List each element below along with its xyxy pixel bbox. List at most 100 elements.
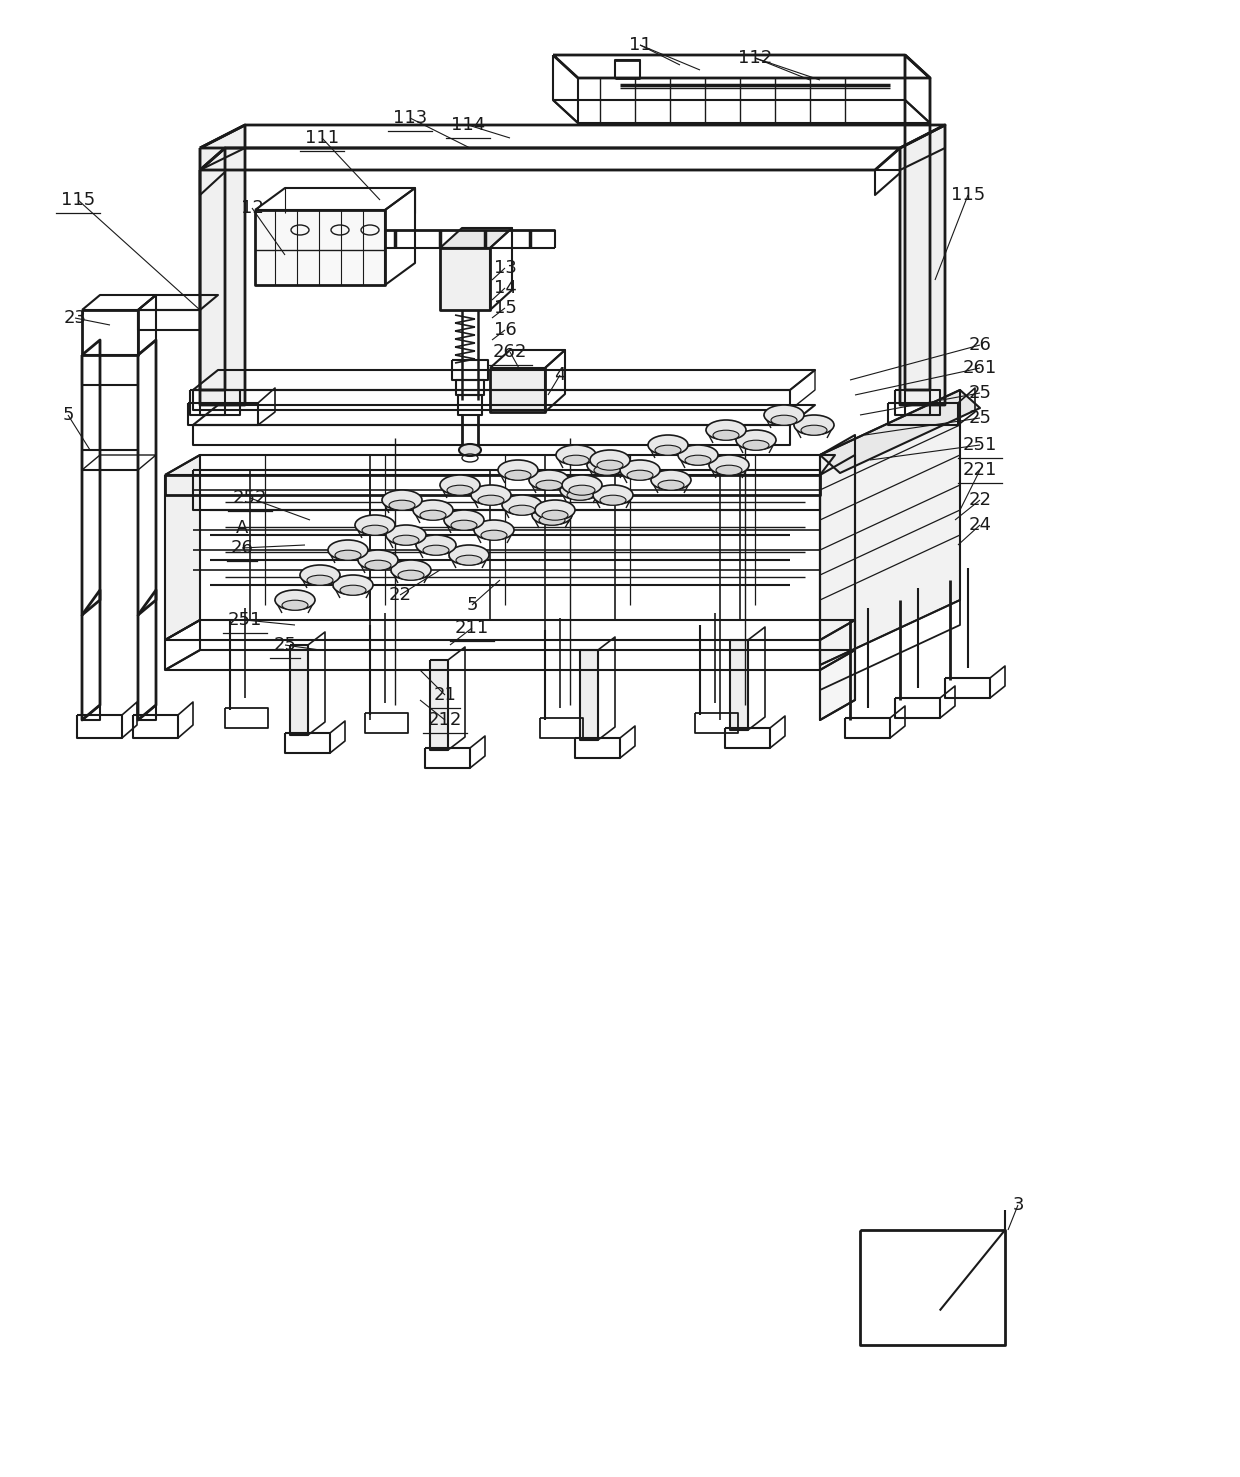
Text: 11: 11 [629,35,651,55]
Ellipse shape [590,450,630,470]
Ellipse shape [358,549,398,570]
Ellipse shape [474,520,515,541]
Polygon shape [165,455,200,640]
Ellipse shape [569,486,595,495]
Text: 25: 25 [968,384,992,402]
Text: 25: 25 [274,637,296,654]
Text: 5: 5 [62,406,73,424]
Ellipse shape [542,510,568,520]
Ellipse shape [444,510,484,530]
Ellipse shape [334,575,373,595]
Ellipse shape [389,501,415,510]
Ellipse shape [587,455,627,476]
Ellipse shape [534,501,575,520]
Text: 13: 13 [494,258,516,278]
Text: 251: 251 [962,436,997,453]
Ellipse shape [471,484,511,505]
Text: 115: 115 [61,191,95,210]
Ellipse shape [498,459,538,480]
Text: 12: 12 [241,199,263,217]
Ellipse shape [456,555,482,566]
Polygon shape [200,126,246,405]
Ellipse shape [449,545,489,566]
Polygon shape [900,126,945,405]
Ellipse shape [536,480,562,490]
Ellipse shape [386,524,427,545]
Polygon shape [490,368,546,412]
Text: 22: 22 [968,490,992,510]
Ellipse shape [801,425,827,436]
Polygon shape [820,390,960,665]
Ellipse shape [505,470,531,480]
Polygon shape [440,227,512,248]
Text: 5: 5 [466,597,477,614]
Ellipse shape [596,461,622,470]
Ellipse shape [649,436,688,455]
Ellipse shape [655,445,681,455]
Ellipse shape [335,551,361,560]
Text: 212: 212 [428,710,463,730]
Text: 14: 14 [494,279,516,297]
Ellipse shape [508,505,534,515]
Ellipse shape [600,495,626,505]
Ellipse shape [743,440,769,450]
Ellipse shape [398,570,424,580]
Ellipse shape [300,566,340,585]
Text: 113: 113 [393,109,427,127]
Ellipse shape [365,560,391,570]
Ellipse shape [706,419,746,440]
Ellipse shape [709,455,749,476]
Polygon shape [730,640,748,730]
Text: 3: 3 [1012,1196,1024,1214]
Ellipse shape [794,415,835,436]
Ellipse shape [393,535,419,545]
Ellipse shape [529,470,569,490]
Text: 262: 262 [492,343,527,360]
Text: 22: 22 [388,586,412,604]
Text: 15: 15 [494,298,516,318]
Ellipse shape [715,465,742,476]
Ellipse shape [459,445,481,456]
Ellipse shape [415,535,456,555]
Ellipse shape [593,484,632,505]
Ellipse shape [737,430,776,450]
Ellipse shape [391,560,432,580]
Polygon shape [440,248,490,310]
Ellipse shape [764,405,804,425]
Ellipse shape [562,476,601,495]
Ellipse shape [560,480,600,501]
Ellipse shape [329,541,368,560]
Ellipse shape [420,510,446,520]
Ellipse shape [275,589,315,610]
Text: 261: 261 [963,359,997,377]
Ellipse shape [382,490,422,510]
Ellipse shape [594,465,620,476]
Ellipse shape [627,470,653,480]
Text: 221: 221 [962,461,997,479]
Text: 26: 26 [968,335,992,354]
Ellipse shape [308,575,334,585]
Polygon shape [255,210,384,285]
Polygon shape [430,660,448,750]
Ellipse shape [413,501,453,520]
Ellipse shape [481,530,507,541]
Polygon shape [580,650,598,740]
Text: 115: 115 [951,186,985,204]
Ellipse shape [477,495,503,505]
Polygon shape [290,645,308,736]
Ellipse shape [340,585,366,595]
Polygon shape [820,436,856,719]
Ellipse shape [713,430,739,440]
Text: 16: 16 [494,321,516,340]
Polygon shape [820,390,980,473]
Text: 111: 111 [305,128,339,148]
Text: 24: 24 [968,515,992,535]
Text: A: A [236,518,248,538]
Ellipse shape [678,445,718,465]
Text: 25: 25 [968,409,992,427]
Ellipse shape [502,495,542,515]
Ellipse shape [658,480,684,490]
Ellipse shape [362,526,388,535]
Ellipse shape [451,520,477,530]
Text: 26: 26 [231,539,253,557]
